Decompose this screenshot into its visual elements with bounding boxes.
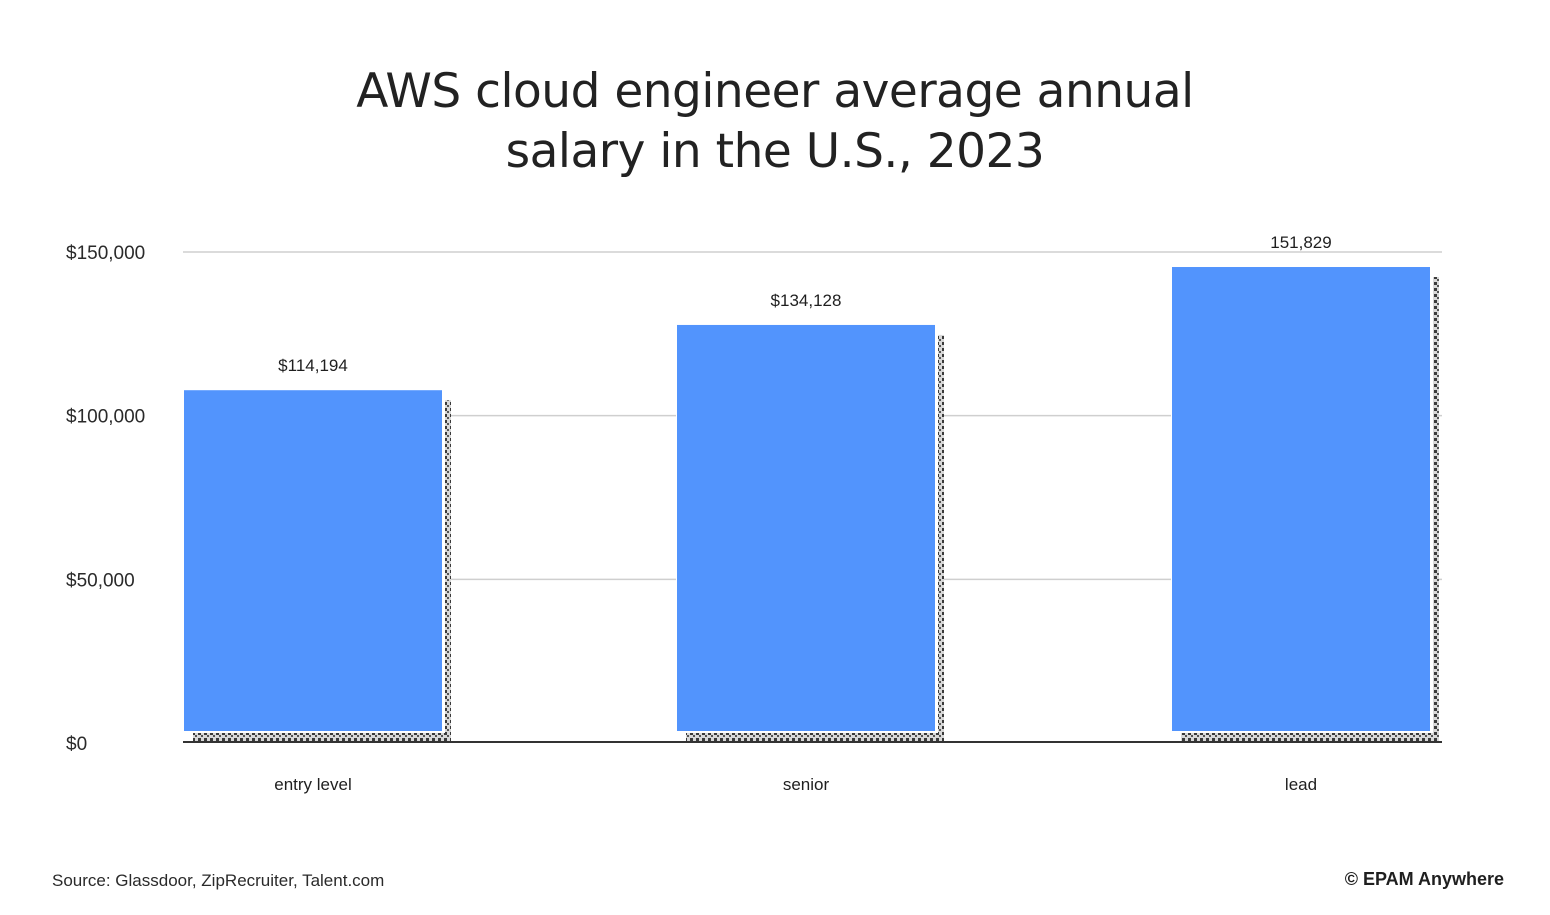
bar-lead: [1172, 267, 1430, 731]
x-tick-label: entry level: [274, 775, 351, 794]
chart-title-line-1: AWS cloud engineer average annual: [356, 64, 1194, 119]
chart-title: AWS cloud engineer average annual salary…: [0, 62, 1550, 182]
x-axis-ticks: entry level senior lead: [274, 775, 1317, 794]
bars: [183, 266, 1439, 741]
brand-mark: © EPAM Anywhere: [1344, 869, 1504, 889]
bar-senior: [677, 324, 935, 731]
y-tick-label: $50,000: [66, 570, 135, 591]
bar-entry-level: [184, 390, 442, 731]
x-tick-label: senior: [783, 775, 830, 794]
source-note: Source: Glassdoor, ZipRecruiter, Talent.…: [52, 871, 385, 890]
y-tick-label: $0: [66, 734, 87, 755]
data-label: $114,194: [278, 356, 348, 375]
data-label: 151,829: [1270, 233, 1331, 252]
data-label: $134,128: [771, 291, 842, 310]
y-tick-label: $150,000: [66, 243, 145, 264]
y-tick-label: $100,000: [66, 407, 145, 428]
y-axis-ticks: $0 $50,000 $100,000 $150,000: [66, 243, 145, 755]
data-labels: $114,194 $134,128 151,829: [278, 233, 1332, 375]
chart-title-line-2: salary in the U.S., 2023: [505, 124, 1045, 179]
x-tick-label: lead: [1285, 775, 1317, 794]
